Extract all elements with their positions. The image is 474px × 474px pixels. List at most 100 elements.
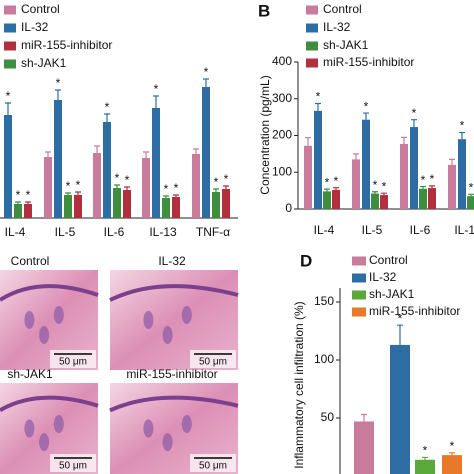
y-tick-label: 300 <box>272 91 292 105</box>
bar <box>314 110 322 209</box>
x-tick-label: IL-6 <box>104 225 125 239</box>
scale-bar-label: 50 μm <box>59 357 87 368</box>
y-tick-label: 0 <box>285 201 292 215</box>
bar <box>442 455 462 474</box>
hair-follicle <box>181 306 192 324</box>
bar <box>410 127 418 209</box>
legend-label: IL-32 <box>323 20 351 34</box>
hair-follicle <box>162 326 173 344</box>
error-bar <box>213 188 219 192</box>
error-bar <box>401 136 407 144</box>
significance-marker: * <box>154 82 159 96</box>
error-bar <box>114 184 120 188</box>
y-axis-label: Concentration (pg/mL) <box>258 75 272 194</box>
error-bar <box>104 113 110 122</box>
legend-swatch <box>306 41 318 51</box>
x-tick-label: IL-5 <box>55 225 76 239</box>
significance-marker: * <box>26 188 31 202</box>
bar <box>400 143 408 209</box>
significance-marker: * <box>6 89 11 103</box>
significance-marker: * <box>460 119 465 133</box>
legend-swatch <box>306 23 318 33</box>
bar <box>142 158 150 218</box>
bar <box>14 204 22 218</box>
x-tick-label: IL-4 <box>314 223 335 237</box>
error-bar <box>143 151 149 158</box>
bar <box>113 188 121 218</box>
error-bar <box>429 185 435 189</box>
error-bar <box>324 188 330 192</box>
error-bar <box>173 194 179 197</box>
significance-marker: * <box>450 439 455 453</box>
epidermis <box>0 395 99 413</box>
error-bar <box>65 192 71 195</box>
epidermis <box>0 284 99 302</box>
error-bar <box>315 102 321 111</box>
hair-follicle <box>39 433 50 452</box>
significance-marker: * <box>76 178 81 192</box>
hair-follicle <box>39 326 50 344</box>
bar <box>123 190 131 218</box>
bar <box>428 188 436 209</box>
significance-marker: * <box>423 444 428 458</box>
significance-marker: * <box>16 188 21 202</box>
x-tick-label: IL-5 <box>362 223 383 237</box>
significance-marker: * <box>469 180 474 194</box>
error-bar <box>361 413 367 422</box>
significance-marker: * <box>214 175 219 189</box>
legend-swatch <box>352 273 366 283</box>
bar <box>304 145 312 209</box>
image-label: Control <box>11 254 50 268</box>
epidermis <box>109 284 239 302</box>
bar <box>352 159 360 209</box>
error-bar <box>449 452 455 456</box>
x-tick-label: TNF-α <box>196 225 230 239</box>
x-tick-label: IL-4 <box>5 225 26 239</box>
bar <box>458 139 466 209</box>
error-bar <box>468 193 474 197</box>
legend-label: IL-32 <box>21 20 49 34</box>
error-bar <box>153 95 159 108</box>
error-bar <box>193 148 199 154</box>
error-bar <box>163 195 169 198</box>
error-bar <box>45 151 51 157</box>
bar <box>448 164 456 209</box>
bar <box>415 459 435 474</box>
panel-label: D <box>300 251 312 270</box>
significance-marker: * <box>164 182 169 196</box>
panel-label: B <box>258 1 270 20</box>
significance-marker: * <box>430 172 435 186</box>
significance-marker: * <box>421 173 426 187</box>
bar <box>93 153 101 218</box>
legend-label: miR-155-inhibitor <box>21 38 112 52</box>
bar <box>103 122 111 218</box>
error-bar <box>459 131 465 140</box>
bar <box>332 189 340 209</box>
significance-marker: * <box>382 179 387 193</box>
legend-swatch <box>4 59 16 69</box>
legend-label: miR-155-inhibitor <box>369 304 460 318</box>
legend-swatch <box>306 58 318 68</box>
image-label: miR-155-inhibitor <box>126 367 217 381</box>
scale-bar-label: 50 μm <box>199 461 227 472</box>
bar <box>212 192 220 218</box>
legend-swatch <box>352 307 366 317</box>
error-bar <box>5 102 11 115</box>
legend-swatch <box>352 256 366 266</box>
error-bar <box>422 456 428 460</box>
legend-swatch <box>4 5 16 15</box>
legend-label: Control <box>323 2 362 16</box>
bar <box>380 195 388 209</box>
x-tick-label: IL-6 <box>410 223 431 237</box>
significance-marker: * <box>373 178 378 192</box>
error-bar <box>333 187 339 190</box>
error-bar <box>223 185 229 189</box>
hair-follicle <box>53 306 64 324</box>
bar <box>54 100 62 218</box>
error-bar <box>305 137 311 146</box>
legend-swatch <box>4 23 16 33</box>
legend-label: sh-JAK1 <box>21 56 67 70</box>
significance-marker: * <box>125 173 130 187</box>
error-bar <box>372 191 378 194</box>
scale-bar-label: 50 μm <box>199 357 227 368</box>
